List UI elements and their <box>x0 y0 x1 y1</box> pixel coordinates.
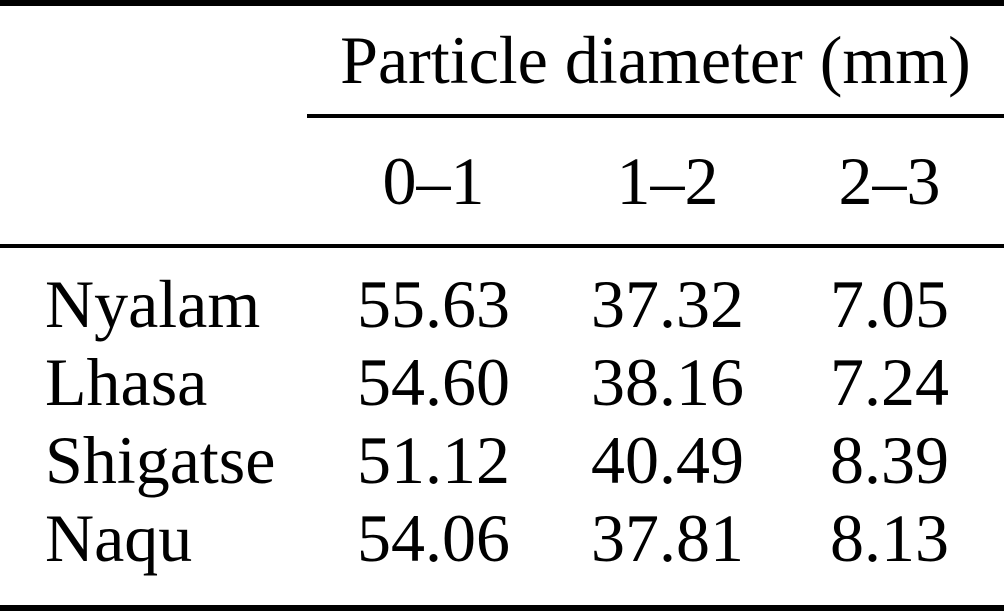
row-label: Naqu <box>45 499 193 576</box>
subheader-row: 0–1 1–2 2–3 <box>0 118 1004 244</box>
row-label: Lhasa <box>45 343 208 420</box>
value-cell: 7.05 <box>830 265 949 342</box>
value-cell: 7.24 <box>830 343 949 420</box>
row-label: Shigatse <box>45 421 276 498</box>
underline-gap <box>0 114 307 118</box>
value-cell: 54.06 <box>357 499 510 576</box>
group-header-underline <box>307 114 1004 118</box>
value-cell: 55.63 <box>357 265 510 342</box>
value-cell: 8.13 <box>830 499 949 576</box>
column-group-header-row: Particle diameter (mm) <box>0 6 1004 114</box>
table-row: Shigatse 51.12 40.49 8.39 <box>0 421 1004 499</box>
value-cell: 51.12 <box>357 421 510 498</box>
value-cell: 54.60 <box>357 343 510 420</box>
table-row: Lhasa 54.60 38.16 7.24 <box>0 343 1004 421</box>
table-top-rule <box>0 0 1004 6</box>
column-group-header: Particle diameter (mm) <box>340 21 971 98</box>
stub-column-spacer <box>0 6 307 114</box>
column-header-2-3: 2–3 <box>838 142 941 219</box>
column-header-0-1: 0–1 <box>382 142 485 219</box>
table-body: Nyalam 55.63 37.32 7.05 Lhasa 54.60 38.1… <box>0 248 1004 605</box>
value-cell: 37.32 <box>591 265 744 342</box>
group-header-underline-row <box>0 114 1004 118</box>
table-row: Nyalam 55.63 37.32 7.05 <box>0 265 1004 343</box>
value-cell: 38.16 <box>591 343 744 420</box>
value-cell: 8.39 <box>830 421 949 498</box>
value-cell: 40.49 <box>591 421 744 498</box>
value-cell: 37.81 <box>591 499 744 576</box>
table-row: Naqu 54.06 37.81 8.13 <box>0 499 1004 577</box>
row-label: Nyalam <box>45 265 261 342</box>
table-bottom-rule <box>0 605 1004 611</box>
column-header-1-2: 1–2 <box>616 142 719 219</box>
header-body-separator-rule <box>0 244 1004 248</box>
